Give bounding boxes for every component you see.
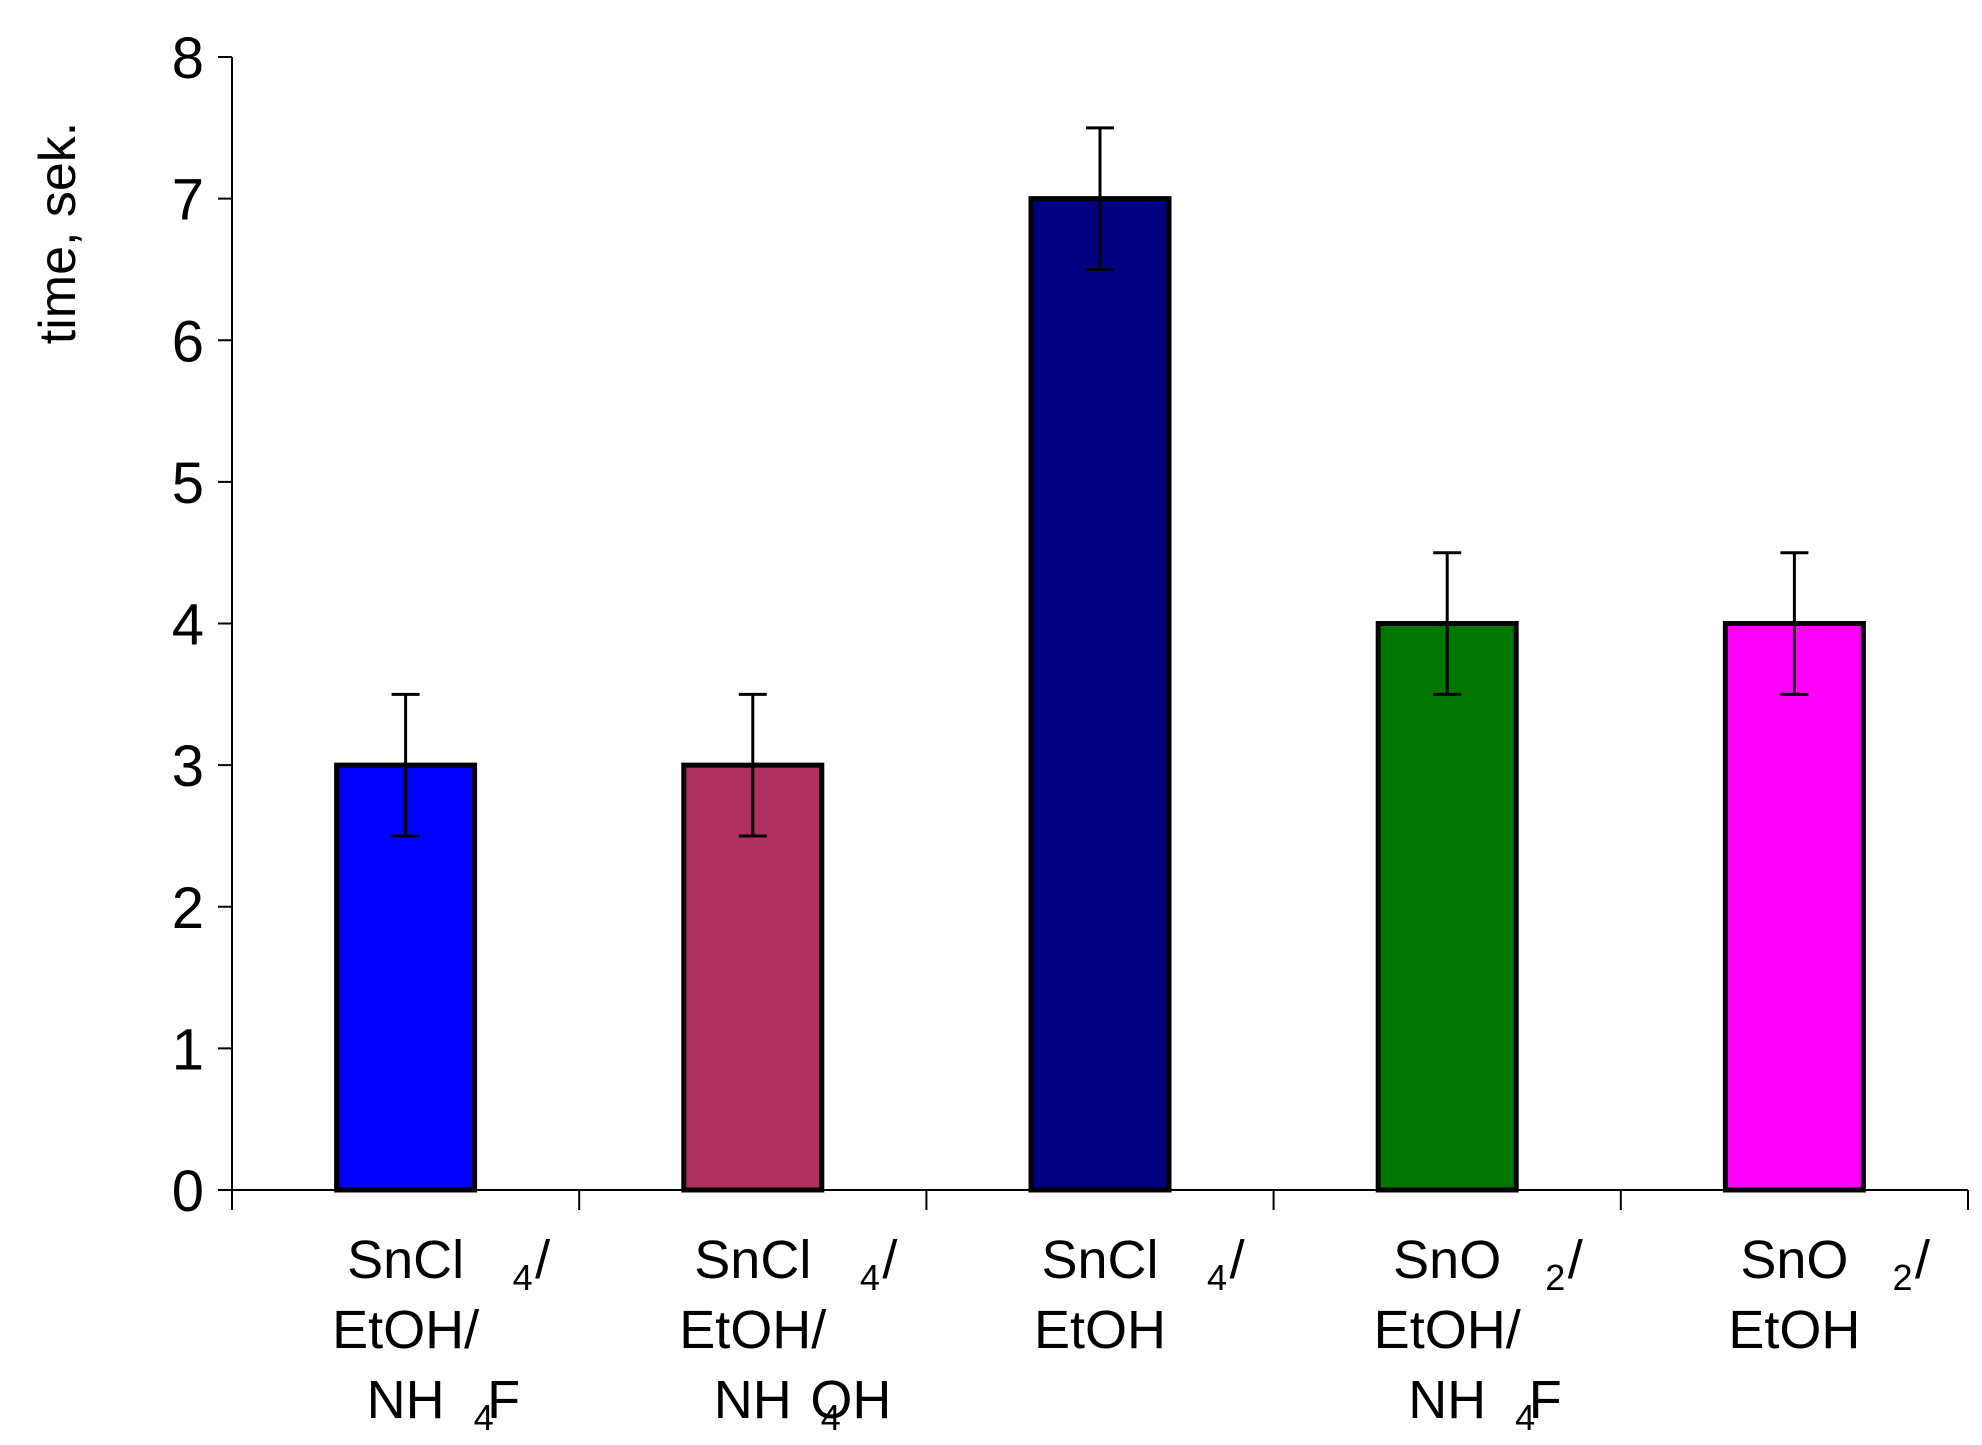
y-tick-label: 5 [172, 451, 204, 516]
y-tick-label: 2 [172, 876, 204, 941]
x-category-label: SnCl 4/EtOH/NH 4F [332, 1230, 550, 1438]
bar [1028, 196, 1172, 1193]
y-tick-label: 6 [172, 309, 204, 374]
y-tick-label: 4 [172, 593, 204, 658]
y-tick-label: 8 [172, 26, 204, 91]
x-category-label: SnCl 4/EtOH/NH 4OH [679, 1230, 897, 1438]
bar [1375, 621, 1519, 1193]
x-axis-ticks [231, 1190, 1969, 1210]
y-tick-label: 0 [172, 1159, 204, 1224]
x-category-label: SnCl 4/EtOH [1034, 1230, 1245, 1360]
error-bars-group [391, 126, 1809, 838]
x-axis-category-labels: SnCl 4/EtOH/NH 4F SnCl 4/EtOH/NH 4OH SnCl 4/EtO… [332, 1230, 1930, 1438]
y-tick-label: 3 [172, 734, 204, 799]
bar [1722, 621, 1866, 1193]
x-category-label: SnO 2/EtOH [1728, 1230, 1930, 1360]
x-category-label: SnO 2/EtOH/NH 4F [1374, 1230, 1583, 1438]
y-axis-ticks: 0 1 2 3 4 5 6 7 8 [172, 26, 232, 1224]
y-axis-title: time, sek. [29, 122, 87, 345]
y-tick-label: 1 [172, 1017, 204, 1082]
y-tick-label: 7 [172, 168, 204, 233]
bars-group [334, 196, 1866, 1193]
